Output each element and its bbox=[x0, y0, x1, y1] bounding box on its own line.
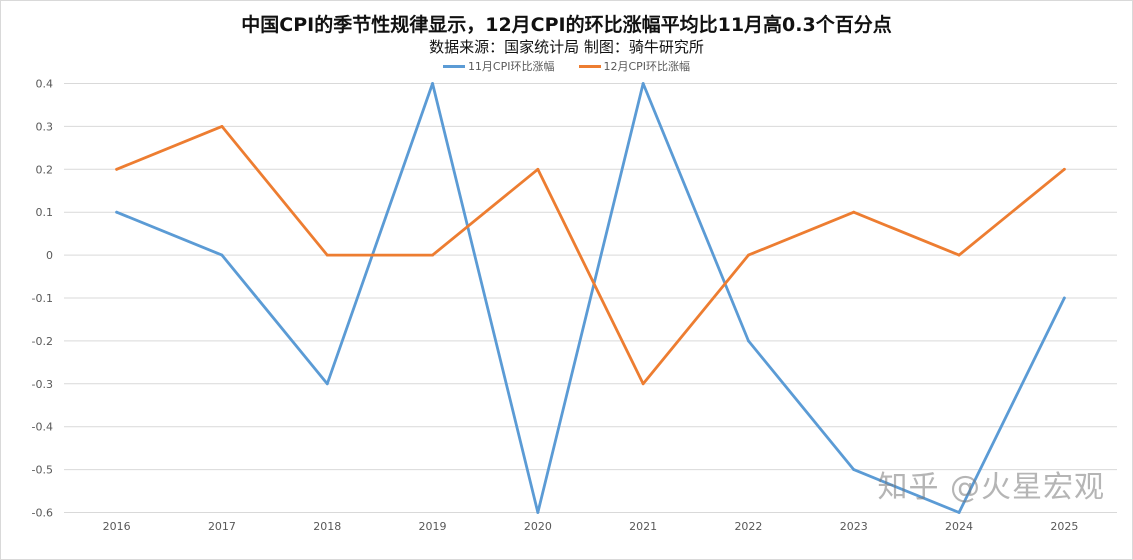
y-tick-label: -0.1 bbox=[32, 292, 53, 305]
data-point bbox=[641, 82, 645, 85]
x-tick-label: 2023 bbox=[840, 520, 868, 533]
x-tick-label: 2020 bbox=[524, 520, 552, 533]
data-point bbox=[431, 253, 434, 257]
chart-title: 中国CPI的季节性规律显示，12月CPI的环比涨幅平均比11月高0.3个百分点 bbox=[241, 14, 892, 36]
watermark: 知乎 @火星宏观 bbox=[877, 470, 1105, 505]
data-point bbox=[220, 125, 224, 128]
data-point bbox=[747, 339, 750, 343]
x-tick-label: 2025 bbox=[1050, 520, 1078, 533]
y-tick-label: -0.6 bbox=[32, 507, 53, 520]
data-point bbox=[431, 82, 434, 85]
data-point bbox=[325, 253, 329, 257]
data-point bbox=[1062, 296, 1066, 300]
legend-item-dec: 12月CPI环比涨幅 bbox=[578, 58, 691, 74]
legend-label-nov: 11月CPI环比涨幅 bbox=[467, 60, 555, 73]
data-point bbox=[957, 253, 961, 257]
x-tick-label: 2017 bbox=[208, 520, 236, 533]
data-point bbox=[325, 382, 329, 386]
data-point bbox=[747, 253, 750, 257]
legend-swatch-nov bbox=[442, 64, 465, 68]
series-line-nov bbox=[115, 82, 1066, 514]
y-tick-label: 0.4 bbox=[36, 78, 54, 91]
data-point bbox=[115, 167, 119, 171]
data-point bbox=[536, 167, 540, 171]
y-tick-label: 0.3 bbox=[36, 120, 54, 133]
data-point bbox=[220, 253, 224, 257]
series-line-dec bbox=[115, 125, 1066, 386]
legend: 11月CPI环比涨幅 12月CPI环比涨幅 bbox=[0, 58, 1133, 74]
data-point bbox=[957, 511, 961, 514]
x-tick-label: 2024 bbox=[945, 520, 973, 533]
legend-label-dec: 12月CPI环比涨幅 bbox=[603, 60, 691, 73]
data-point bbox=[852, 468, 856, 471]
data-point bbox=[852, 210, 856, 214]
data-point bbox=[536, 511, 540, 514]
data-point bbox=[1062, 167, 1066, 171]
x-tick-label: 2021 bbox=[629, 520, 657, 533]
y-tick-label: 0 bbox=[46, 249, 53, 262]
y-tick-label: 0.2 bbox=[36, 163, 54, 176]
y-tick-label: -0.2 bbox=[32, 335, 53, 348]
data-point bbox=[115, 210, 119, 214]
x-tick-label: 2019 bbox=[419, 520, 447, 533]
x-tick-label: 2018 bbox=[313, 520, 341, 533]
y-tick-label: 0.1 bbox=[36, 206, 54, 219]
x-tick-label: 2016 bbox=[103, 520, 131, 533]
chart-subtitle: 数据来源：国家统计局 制图：骑牛研究所 bbox=[429, 38, 704, 56]
x-tick-label: 2022 bbox=[734, 520, 762, 533]
data-point bbox=[641, 382, 645, 386]
legend-item-nov: 11月CPI环比涨幅 bbox=[442, 58, 555, 74]
legend-swatch-dec bbox=[578, 64, 601, 68]
y-tick-label: -0.3 bbox=[32, 378, 53, 391]
y-tick-label: -0.4 bbox=[32, 421, 53, 434]
y-tick-label: -0.5 bbox=[32, 464, 53, 477]
